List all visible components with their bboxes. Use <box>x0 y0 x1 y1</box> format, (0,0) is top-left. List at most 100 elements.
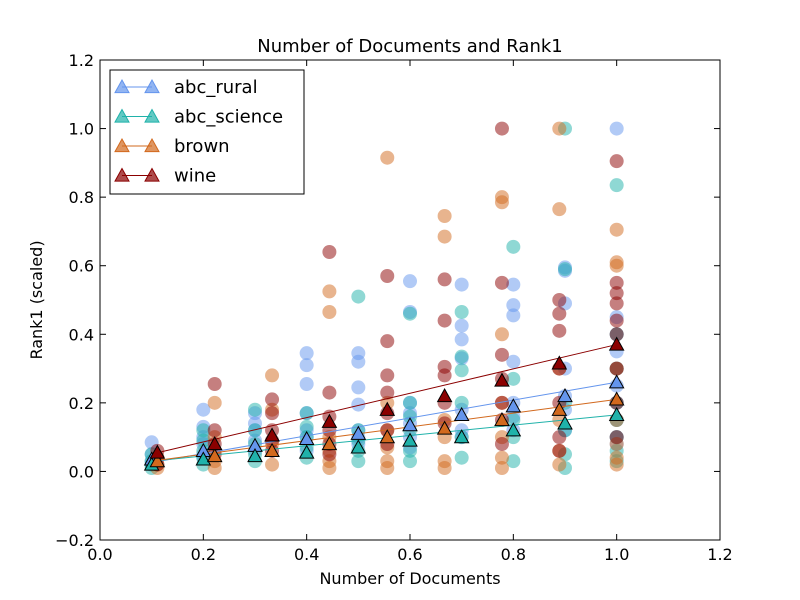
scatter-point-brown <box>322 461 337 475</box>
scatter-point-abc_science <box>403 395 417 410</box>
legend-marker-abc_science <box>144 108 160 123</box>
scatter-point-wine <box>552 443 567 458</box>
scatter-point-wine <box>380 385 395 400</box>
scatter-point-wine <box>552 430 567 445</box>
scatter-point-abc_science <box>609 178 624 193</box>
scatter-point-brown <box>380 150 395 165</box>
legend-label-wine: wine <box>174 166 216 187</box>
legend-label-brown: brown <box>174 136 230 157</box>
legend-marker-abc_science <box>114 108 130 123</box>
scatter-point-brown <box>609 457 624 472</box>
scatter-point-abc_rural <box>351 354 366 369</box>
y-tick-label: 1.2 <box>69 51 94 70</box>
scatter-point-wine <box>609 430 624 445</box>
scatter-point-brown <box>322 284 337 299</box>
mean-marker-abc_science <box>608 406 625 421</box>
scatter-point-abc_rural <box>196 402 211 417</box>
scatter-point-abc_science <box>558 262 572 277</box>
scatter-point-brown <box>265 457 280 472</box>
scatter-point-abc_science <box>454 395 469 410</box>
legend-marker-abc_rural <box>144 78 160 94</box>
scatter-point-abc_science <box>196 433 211 448</box>
mean-marker-wine <box>436 387 453 403</box>
scatter-point-abc_science <box>403 409 417 424</box>
scatter-point-wine <box>494 121 509 136</box>
legend-label-abc_rural: abc_rural <box>174 77 258 98</box>
scatter-point-wine <box>322 447 337 462</box>
scatter-point-abc_rural <box>299 377 314 391</box>
mean-marker-brown <box>379 429 396 444</box>
scatter-point-abc_science <box>454 305 469 319</box>
x-axis-label: Number of Documents <box>319 569 500 588</box>
scatter-point-wine <box>494 347 509 362</box>
scatter-point-abc_rural <box>506 277 521 292</box>
scatter-point-wine <box>552 323 567 338</box>
scatter-point-wine <box>207 377 222 391</box>
scatter-point-abc_science <box>248 423 262 438</box>
scatter-point-wine <box>609 296 624 311</box>
mean-marker-wine <box>608 336 625 351</box>
series-layer <box>143 121 625 475</box>
mean-marker-abc_science <box>195 451 212 466</box>
mean-marker-wine <box>264 427 280 442</box>
mean-marker-wine <box>379 401 396 416</box>
trend-line-wine <box>157 344 617 454</box>
scatter-point-wine <box>609 275 624 290</box>
mean-marker-abc_science <box>505 422 522 437</box>
scatter-point-brown <box>265 368 280 383</box>
mean-marker-brown <box>494 411 510 427</box>
scatter-point-wine <box>494 275 509 290</box>
mean-marker-abc_science <box>402 432 418 447</box>
scatter-point-brown <box>552 121 567 136</box>
mean-marker-brown <box>264 442 280 457</box>
scatter-point-abc_science <box>506 454 521 469</box>
scatter-point-abc_rural <box>454 318 469 333</box>
scatter-point-brown <box>609 258 624 273</box>
legend-label-abc_science: abc_science <box>174 107 283 128</box>
legend-marker-brown <box>144 137 160 153</box>
x-tick-label: 0.4 <box>294 545 319 564</box>
scatter-point-abc_rural <box>351 380 366 395</box>
mean-marker-abc_rural <box>453 406 470 421</box>
scatter-point-brown <box>494 195 509 210</box>
scatter-point-wine <box>437 313 452 328</box>
mean-marker-abc_rural <box>557 387 573 403</box>
mean-marker-brown <box>551 401 568 416</box>
scatter-point-abc_rural <box>351 397 366 412</box>
scatter-point-abc_science <box>403 443 417 458</box>
scatter-point-abc_rural <box>403 274 417 289</box>
mean-marker-abc_science <box>350 439 367 454</box>
scatter-point-wine <box>322 385 337 400</box>
x-tick-label: 0.2 <box>191 545 216 564</box>
scatter-point-abc_science <box>506 371 521 386</box>
scatter-point-wine <box>609 286 624 301</box>
scatter-point-wine <box>265 392 280 407</box>
scatter-point-abc_science <box>403 306 417 321</box>
mean-marker-abc_rural <box>505 398 522 413</box>
scatter-point-abc_science <box>506 413 521 427</box>
scatter-point-abc_rural <box>454 332 469 347</box>
scatter-point-abc_science <box>454 450 469 465</box>
scatter-point-wine <box>265 406 280 421</box>
scatter-point-abc_rural <box>609 121 624 136</box>
scatter-point-abc_rural <box>506 308 521 323</box>
mean-marker-brown <box>321 435 338 451</box>
mean-marker-abc_rural <box>608 374 625 389</box>
x-tick-label: 0.0 <box>87 545 112 564</box>
scatter-point-brown <box>494 450 509 465</box>
mean-marker-wine <box>321 413 338 428</box>
scatter-point-brown <box>494 327 509 342</box>
mean-marker-wine <box>149 444 166 459</box>
scatter-point-brown <box>380 461 395 475</box>
mean-marker-brown <box>206 447 223 463</box>
mean-marker-abc_science <box>557 415 573 430</box>
y-axis-label: Rank1 (scaled) <box>27 240 46 359</box>
y-tick-label: 0.6 <box>69 257 94 276</box>
mean-marker-abc_science <box>453 429 470 444</box>
y-tick-label: 0.4 <box>69 325 94 344</box>
x-tick-label: 0.6 <box>397 545 422 564</box>
mean-marker-abc_rural <box>298 430 315 445</box>
scatter-point-wine <box>322 245 337 259</box>
scatter-point-wine <box>552 293 567 307</box>
